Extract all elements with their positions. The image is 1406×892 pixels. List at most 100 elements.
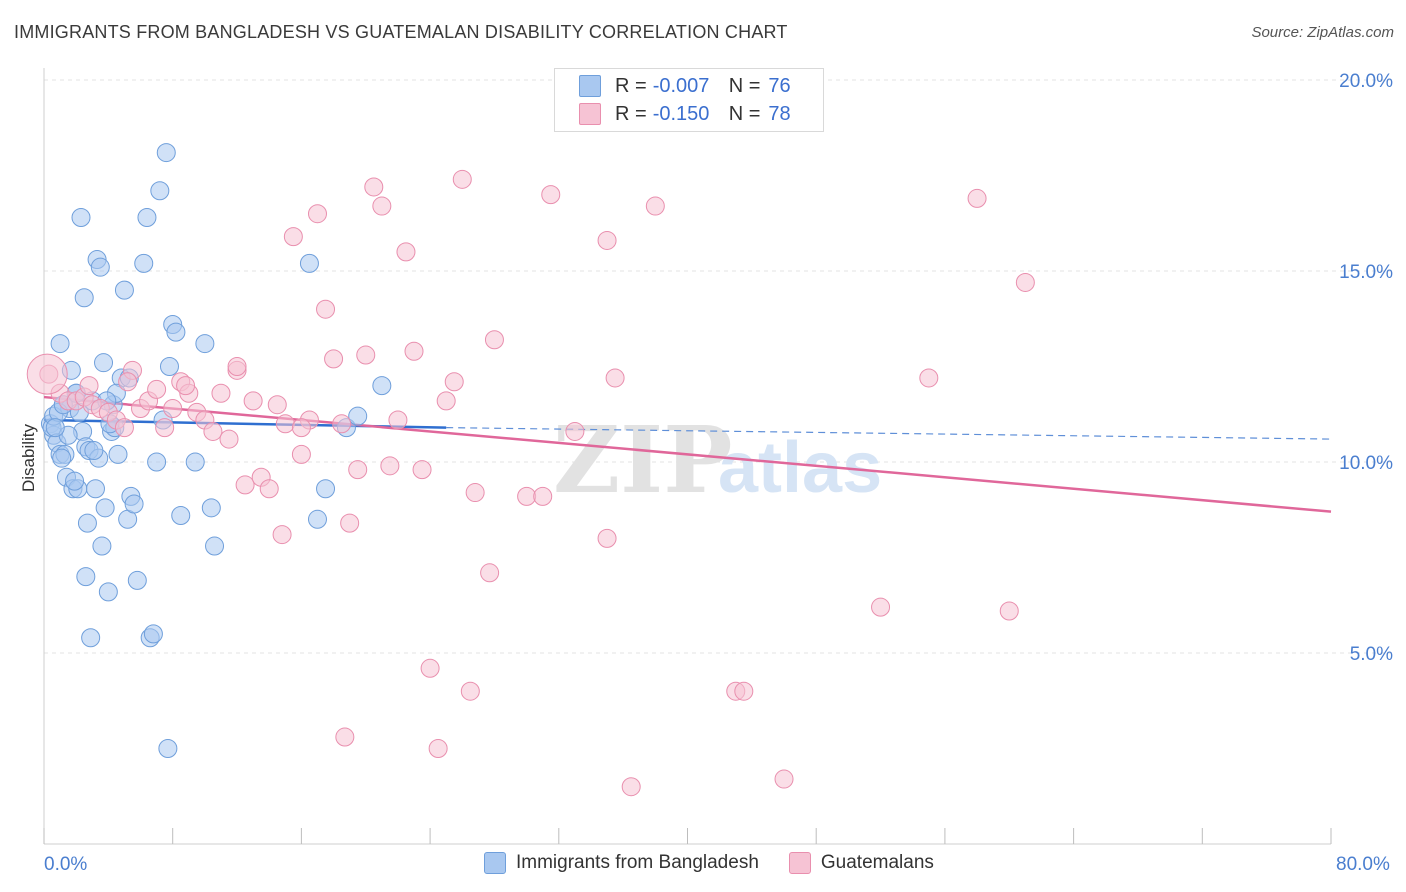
data-point — [412, 460, 432, 480]
legend-row-bangladesh: R = -0.007 N = 76 — [579, 73, 791, 99]
x-tick-label-min: 0.0% — [44, 854, 87, 875]
data-point — [324, 349, 344, 369]
data-point — [114, 280, 134, 300]
legend-n-value: 78 — [768, 102, 791, 125]
legend-r-label: R = — [615, 74, 647, 97]
data-point — [1015, 272, 1035, 292]
data-point — [185, 452, 205, 472]
legend-swatch-guatemalans — [788, 852, 811, 874]
data-point — [517, 486, 537, 506]
y-tick-label: 15.0% — [1339, 262, 1393, 283]
data-point — [335, 727, 355, 747]
data-point — [50, 334, 70, 354]
data-point — [176, 376, 196, 396]
data-point — [127, 570, 147, 590]
data-point — [219, 429, 239, 449]
trend-line-extension — [446, 427, 1332, 440]
data-point — [372, 196, 392, 216]
source-label[interactable]: Source: ZipAtlas.com — [1251, 24, 1394, 41]
x-tick-label-max: 80.0% — [1336, 854, 1390, 875]
legend-swatch-bangladesh — [484, 852, 506, 874]
legend-item-guatemalans[interactable]: Guatemalans — [788, 852, 934, 874]
data-point — [372, 376, 392, 396]
legend-label-bangladesh: Immigrants from Bangladesh — [516, 852, 759, 873]
data-point — [307, 509, 327, 529]
trend-line — [43, 395, 1332, 513]
data-point — [235, 475, 255, 495]
data-point — [480, 563, 500, 583]
data-point — [332, 414, 352, 434]
data-point — [124, 494, 144, 514]
series-legend: Immigrants from Bangladesh Guatemalans — [484, 852, 964, 874]
data-point — [45, 418, 65, 438]
data-point — [380, 456, 400, 476]
data-point — [597, 230, 617, 250]
data-point — [299, 253, 319, 273]
data-point — [404, 341, 424, 361]
data-point — [291, 418, 311, 438]
y-tick-label: 5.0% — [1350, 644, 1393, 665]
data-point — [163, 399, 183, 419]
data-point — [243, 391, 263, 411]
data-point — [396, 242, 416, 262]
data-point — [316, 479, 336, 499]
data-point — [452, 169, 472, 189]
data-points — [26, 143, 1035, 797]
data-point — [275, 414, 295, 434]
data-point — [143, 624, 163, 644]
data-point — [283, 227, 303, 247]
data-point — [259, 479, 279, 499]
data-point — [364, 177, 384, 197]
legend-label-guatemalans: Guatemalans — [820, 852, 934, 873]
data-point — [94, 353, 114, 373]
data-point — [227, 357, 247, 376]
data-point — [340, 513, 360, 533]
series-guatemalans — [39, 169, 1035, 797]
data-point — [436, 391, 456, 411]
chart-title: IMMIGRANTS FROM BANGLADESH VS GUATEMALAN… — [14, 22, 788, 42]
data-point — [74, 288, 94, 308]
data-point — [211, 383, 231, 403]
legend-swatch-guatemalans — [579, 103, 601, 125]
legend-r-value: -0.007 — [652, 74, 710, 97]
y-tick-label: 10.0% — [1339, 453, 1393, 474]
data-point — [147, 452, 167, 472]
data-point — [272, 525, 292, 545]
data-point — [605, 368, 625, 388]
data-point — [267, 395, 287, 415]
legend-item-bangladesh[interactable]: Immigrants from Bangladesh — [484, 852, 759, 874]
stats-legend: R = -0.007 N = 76 R = -0.150 N = 78 — [554, 68, 824, 132]
series-bangladesh — [40, 143, 392, 758]
data-point — [645, 196, 665, 216]
data-point — [919, 368, 939, 388]
data-point — [150, 181, 170, 201]
data-point — [420, 658, 440, 678]
data-point — [967, 188, 987, 208]
data-point — [428, 739, 448, 758]
data-point — [316, 299, 336, 319]
data-point — [92, 536, 112, 556]
data-point — [388, 410, 408, 430]
y-tick-labels: 5.0% 10.0% 15.0% 20.0% — [1339, 71, 1393, 665]
data-point — [465, 483, 485, 503]
data-point — [348, 406, 368, 426]
data-point — [156, 143, 176, 163]
axes — [43, 68, 1332, 845]
data-point — [52, 448, 72, 468]
data-point — [307, 204, 327, 224]
data-point — [90, 257, 110, 277]
legend-r-value: -0.150 — [652, 102, 710, 125]
y-axis-label: Disability — [19, 423, 38, 492]
watermark-zip: ZIP — [553, 406, 732, 514]
data-point — [621, 777, 641, 797]
y-tick-label: 20.0% — [1339, 71, 1393, 92]
legend-n-value: 76 — [768, 74, 791, 97]
data-point — [118, 372, 138, 392]
data-point — [774, 769, 794, 789]
legend-row-guatemalans: R = -0.150 N = 78 — [579, 101, 791, 127]
data-point — [201, 498, 221, 518]
data-point — [195, 334, 215, 354]
data-point — [147, 379, 167, 399]
data-point — [460, 681, 480, 701]
